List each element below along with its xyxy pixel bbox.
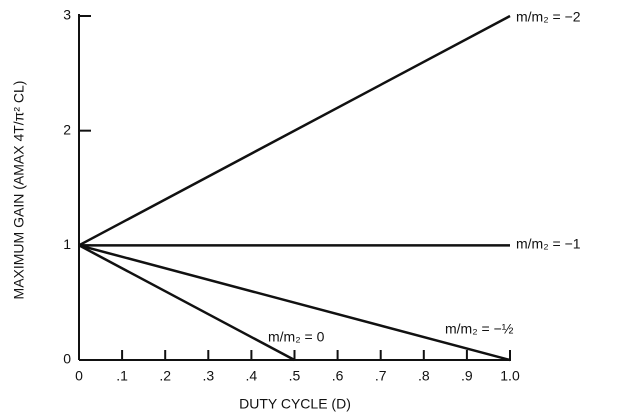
x-tick-label: .2 <box>159 368 171 384</box>
y-tick-label: 0 <box>63 351 71 367</box>
x-axis-label: DUTY CYCLE (D) <box>239 396 351 412</box>
y-tick-label: 2 <box>63 121 71 137</box>
series-line <box>78 244 511 362</box>
series-label: m/m₂ = −1 <box>516 236 581 252</box>
series-line <box>78 244 296 362</box>
y-axis-label: MAXIMUM GAIN (AMAX 4T/π² CL) <box>11 81 27 300</box>
x-tick-label: .1 <box>116 368 128 384</box>
series-label: m/m₂ = −2 <box>516 9 581 25</box>
x-tick-label: .3 <box>202 368 214 384</box>
x-tick-label: 0 <box>75 368 83 384</box>
x-tick-label: .4 <box>246 368 258 384</box>
x-tick-label: .9 <box>461 368 473 384</box>
x-tick-label: 1.0 <box>500 368 520 384</box>
x-tick-label: .5 <box>289 368 301 384</box>
y-tick-label: 3 <box>63 7 71 23</box>
x-tick-label: .6 <box>332 368 344 384</box>
y-tick-label: 1 <box>63 236 71 252</box>
series-label: m/m₂ = −½ <box>445 321 514 337</box>
x-tick-label: .8 <box>418 368 430 384</box>
series-line <box>78 14 511 247</box>
x-tick-label: .7 <box>375 368 387 384</box>
series-label: m/m₂ = 0 <box>268 329 325 345</box>
